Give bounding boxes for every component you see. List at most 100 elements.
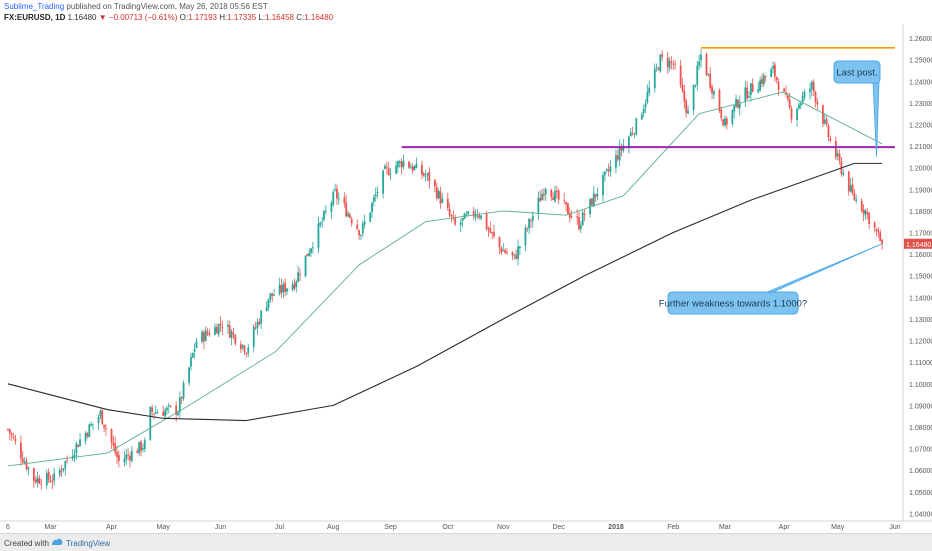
candle-body (201, 331, 203, 342)
symbol-label[interactable]: FX:EURUSD, 1D (4, 13, 66, 22)
candle-body (480, 215, 482, 219)
y-tick-label: 1.12000 (909, 339, 932, 346)
candle-body (143, 440, 146, 450)
candles-group (7, 49, 883, 490)
candle-body (10, 433, 13, 436)
candle-body (579, 225, 582, 229)
candle-body (459, 222, 462, 225)
y-tick-label: 1.11000 (909, 360, 932, 367)
candle-body (47, 471, 50, 480)
price-chart[interactable]: 1.26000 1.25000 1.24000 1.23000 1.22000 1.210… (0, 0, 932, 533)
candle-body (140, 441, 142, 451)
y-tick-label: 1.22000 (909, 122, 932, 129)
candle-body (853, 193, 856, 200)
candle-body (772, 66, 774, 69)
candle-body (565, 201, 567, 205)
candle-body (801, 96, 804, 104)
candle-body (759, 80, 762, 91)
candle-body (358, 230, 361, 236)
candle-body (23, 462, 26, 463)
candle-body (363, 221, 366, 225)
candle-body (720, 109, 723, 119)
candle-body (191, 352, 194, 358)
candle-body (757, 89, 760, 93)
candle-body (605, 169, 608, 171)
candle-body (227, 324, 229, 327)
callout-box[interactable] (667, 291, 799, 315)
candle-body (180, 397, 183, 399)
candle-body (602, 175, 604, 196)
candle-body (557, 190, 560, 200)
candle-body (672, 63, 675, 65)
open-value: 1.17193 (188, 13, 217, 22)
candle-body (34, 479, 37, 483)
candle-body (825, 119, 828, 125)
candle-body (408, 161, 410, 168)
x-tick-label: May (831, 524, 845, 531)
candle-body (515, 254, 518, 259)
candle-body (485, 213, 488, 230)
candle-body (232, 332, 235, 335)
high-label: H: (219, 13, 228, 22)
candle-body (622, 145, 625, 152)
time-axis[interactable]: 6 Mar Apr May Jun Jul Aug Sep Oct Nov Dec 2018 Feb Ma… (6, 524, 901, 531)
candle-body (698, 61, 701, 66)
candle-body (167, 405, 170, 407)
candle-body (441, 198, 444, 203)
candle-body (596, 193, 599, 196)
candle-body (162, 411, 165, 416)
candle-body (190, 357, 192, 367)
candle-body (8, 429, 11, 434)
candle-body (798, 104, 800, 109)
price-axis[interactable]: 1.26000 1.25000 1.24000 1.23000 1.22000 1.210… (904, 36, 932, 518)
candle-body (518, 246, 521, 249)
candle-body (304, 255, 307, 277)
candle-body (552, 197, 555, 200)
candle-body (433, 180, 436, 187)
candle-body (141, 448, 144, 450)
publisher-name[interactable]: Sublime_Trading (4, 2, 65, 11)
candle-body (454, 217, 457, 225)
candle-body (681, 84, 684, 92)
publish-text: published on TradingView.com, May 26, 20… (66, 2, 268, 11)
y-tick-label: 1.14000 (909, 295, 932, 302)
x-tick-label: Mar (719, 524, 732, 531)
candle-body (38, 478, 41, 484)
tradingview-brand[interactable]: TradingView (66, 539, 111, 548)
y-tick-label: 1.23000 (909, 101, 932, 108)
candle-body (879, 232, 882, 242)
candle-body (286, 288, 288, 292)
candle-body (256, 321, 259, 329)
candle-body (149, 406, 152, 440)
candle-body (20, 442, 22, 459)
y-tick-label: 1.16000 (909, 252, 932, 259)
candle-body (151, 407, 154, 412)
indicator-lines (7, 46, 895, 467)
candle-body (568, 213, 571, 218)
candle-body (775, 77, 778, 81)
candle-body (591, 198, 593, 206)
candle-body (97, 417, 100, 423)
candle-body (241, 344, 244, 348)
candle-body (297, 272, 300, 282)
y-tick-label: 1.06000 (909, 468, 932, 475)
candle-body (208, 333, 211, 336)
candle-body (491, 232, 494, 233)
candle-body (749, 83, 752, 96)
callout-box[interactable] (833, 60, 881, 84)
low-value: 1.16458 (265, 13, 294, 22)
candle-body (40, 483, 43, 485)
candle-body (635, 118, 638, 135)
candle-body (385, 166, 388, 168)
candle-body (868, 212, 871, 224)
candle-body (694, 85, 697, 87)
tradingview-logo-icon[interactable] (51, 537, 63, 546)
candle-body (511, 251, 514, 256)
candle-body (92, 423, 94, 425)
plot-area[interactable] (0, 24, 903, 521)
candle-body (603, 171, 606, 176)
x-tick-label: Feb (667, 524, 679, 531)
candle-body (668, 60, 671, 69)
candle-body (735, 98, 737, 107)
candle-body (570, 216, 573, 218)
